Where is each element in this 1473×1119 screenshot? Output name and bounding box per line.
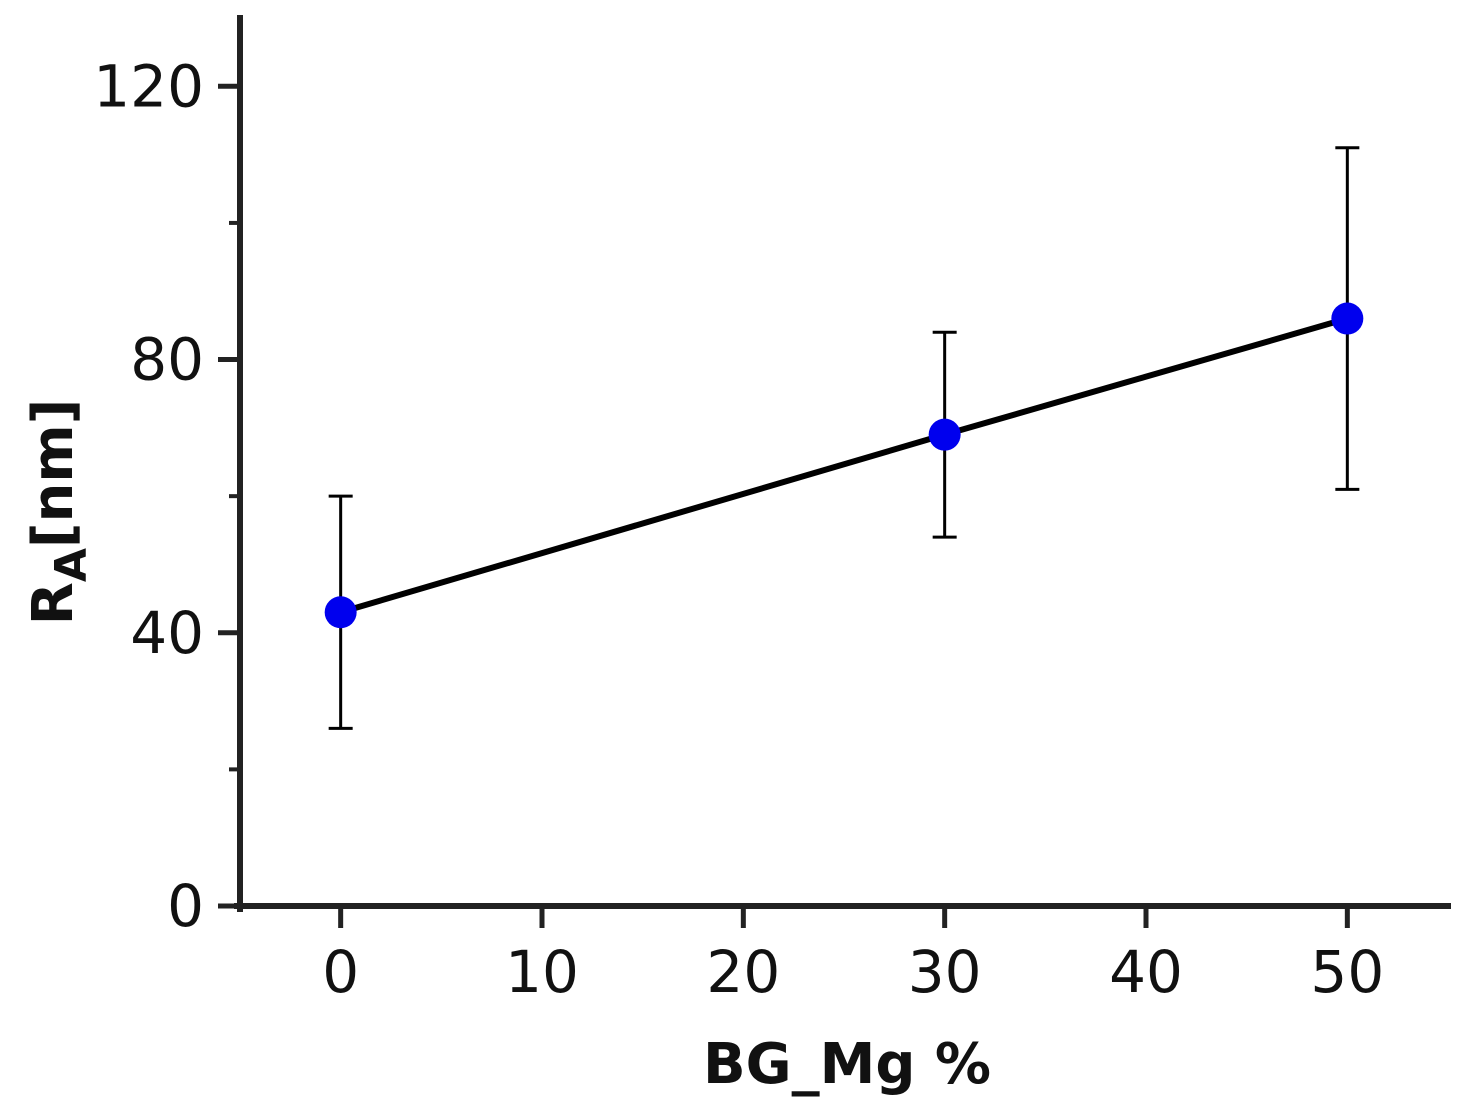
data-point	[1331, 302, 1364, 335]
x-tick-label: 40	[1109, 938, 1183, 1006]
y-axis-title-unit: [nm]	[21, 399, 86, 548]
x-tick-label: 30	[908, 938, 982, 1006]
data-point	[324, 596, 357, 629]
axes	[234, 15, 1451, 912]
x-tick-label: 50	[1310, 938, 1384, 1006]
x-tick-label: 20	[706, 938, 780, 1006]
y-axis-title-subscript: A	[46, 548, 97, 582]
y-tick-label: 40	[130, 599, 204, 667]
error-bars	[328, 146, 1360, 730]
ticks: 0 40 80 120 0 10 20 30 40 50	[93, 52, 1384, 1006]
y-tick-label: 120	[93, 52, 204, 120]
x-tick-label: 0	[322, 938, 359, 1006]
y-axis-title-main: R	[21, 582, 86, 625]
x-tick-label: 10	[505, 938, 579, 1006]
series-line	[339, 315, 1349, 616]
data-line	[339, 315, 1349, 616]
data-point	[928, 418, 961, 451]
y-tick-label: 80	[130, 326, 204, 394]
x-axis-title: BG_Mg %	[703, 1032, 991, 1097]
data-points	[324, 302, 1364, 629]
y-axis-title: RA[nm]	[21, 399, 97, 626]
y-tick-label: 0	[167, 872, 204, 940]
